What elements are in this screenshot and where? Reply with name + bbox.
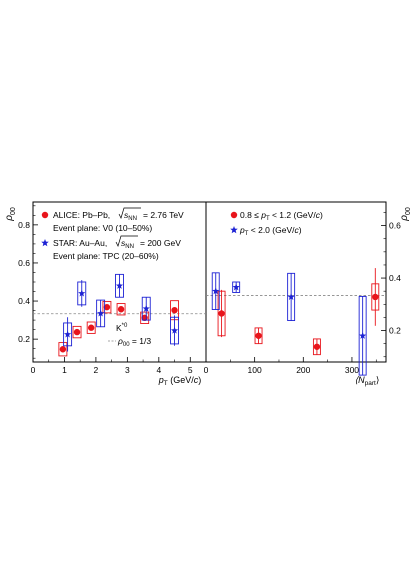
star-point [63,330,72,338]
svg-text:sNN: sNN [124,210,137,222]
alice-point [171,306,178,314]
alice-point [255,332,262,339]
star-point [115,282,124,289]
y-tick-label: 0.4 [389,273,401,283]
x-tick-label: 2 [94,365,99,375]
star-point [97,309,105,317]
svg-text:sNN: sNN [121,238,134,250]
alice-point [103,303,111,311]
star-point [359,331,367,339]
legend-alice-sqrt: sNN [118,207,141,222]
alice-point [313,343,321,350]
legend-star-label: STAR: Au–Au, [53,238,107,248]
alice-sys-box [86,321,96,334]
right-panel-frame [205,201,387,363]
legend-right-star-label: pT < 2.0 (GeV/c) [239,225,302,237]
alice-point [59,346,67,353]
alice-sys-box [140,311,150,324]
legend-star-marker [41,239,49,247]
legend-star-energy: = 200 GeV [140,238,181,248]
x-tick-label: 4 [156,365,161,375]
alice-sys-box [72,325,82,339]
refline-legend: ρ00 = 1/3 [108,336,151,348]
star-point [232,283,240,291]
left-ylabel: ρ00 [4,207,17,222]
legend-alice-energy: = 2.76 TeV [143,210,184,220]
x-tick-label: 1 [62,365,67,375]
y-tick-label: 0.8 [18,220,30,230]
x-tick-label: 3 [125,365,130,375]
legend-alice-marker [41,211,49,219]
alice-point [73,328,81,336]
star-point [212,287,220,295]
legend-right-alice-marker [230,211,238,219]
alice-point [372,293,379,301]
legend-star-eventplane: Event plane: TPC (20–60%) [53,251,159,261]
x-tick-label: 0 [204,365,209,375]
x-tick-label: 5 [188,365,193,375]
star-point [170,326,179,334]
y-tick-label: 0.6 [18,258,30,268]
right-ylabel: ρ00 [399,207,412,222]
right-legend: 0.8 ≤ pT < 1.2 (GeV/c) pT < 2.0 (GeV/c) [230,210,323,237]
x-tick-label: 100 [248,365,262,375]
alice-point [218,310,225,317]
x-tick-label: 0 [31,365,36,375]
alice-point [87,324,95,331]
star-point [287,293,295,301]
y-tick-label: 0.2 [389,326,401,336]
legend-right-star-marker [230,226,238,234]
star-point [142,304,150,312]
particle-label: K*0 [116,323,128,333]
alice-sys-box [102,300,112,314]
alice-sys-box [116,303,126,316]
right-xlabel: ⟨Npart⟩ [355,375,380,387]
alice-point [117,306,125,313]
svg-text:ρ00 = 1/3: ρ00 = 1/3 [117,336,151,348]
left-legend: ALICE: Pb–Pb, sNN = 2.76 TeV Event plane… [41,207,184,261]
star-point [78,289,86,297]
y-tick-label: 0.4 [18,296,30,306]
y-tick-label: 0.6 [389,221,401,231]
alice-sys-box [58,342,68,357]
x-tick-label: 300 [345,365,359,375]
left-xlabel: pT (GeV/c) [158,375,202,387]
y-tick-label: 0.2 [18,334,30,344]
legend-alice-eventplane: Event plane: V0 (10–50%) [53,223,152,233]
legend-alice-label: ALICE: Pb–Pb, [53,210,110,220]
x-tick-label: 200 [296,365,310,375]
legend-star-sqrt: sNN [115,235,138,250]
legend-right-alice-label: 0.8 ≤ pT < 1.2 (GeV/c) [240,210,323,222]
